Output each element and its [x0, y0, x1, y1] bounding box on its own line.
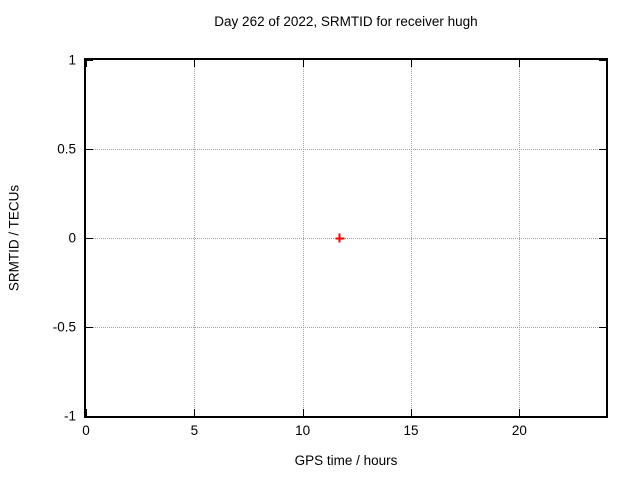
- y-gridline: [86, 238, 606, 239]
- x-tick-top: [194, 60, 196, 67]
- y-tick-right: [599, 149, 606, 150]
- x-tick-bottom: [411, 409, 412, 416]
- x-tick-bottom: [302, 409, 304, 416]
- y-tick-label: -0.5: [52, 319, 76, 335]
- x-tick-top: [519, 60, 521, 67]
- y-tick-label: 0: [68, 230, 76, 246]
- y-gridline: [86, 149, 606, 150]
- chart-title: Day 262 of 2022, SRMTID for receiver hug…: [214, 14, 478, 29]
- y-tick-label: 1: [68, 52, 76, 68]
- x-tick-top: [411, 60, 412, 67]
- data-point-marker: [335, 233, 344, 243]
- y-tick-left: [86, 327, 93, 328]
- y-axis-label: SRMTID / TECUs: [6, 184, 22, 292]
- y-tick-right: [599, 416, 606, 417]
- x-tick-label: 15: [403, 423, 419, 438]
- marker-vertical-bar: [338, 233, 341, 243]
- x-tick-bottom: [86, 409, 87, 416]
- x-tick-bottom: [519, 409, 521, 416]
- plot-area: 0 5 10 15 20 1 0.5 0 -0.5 -1: [53, 53, 608, 438]
- x-tick-top: [302, 60, 304, 67]
- x-tick-label: 10: [295, 423, 311, 438]
- x-tick-bottom: [194, 409, 196, 416]
- x-axis-label: GPS time / hours: [294, 453, 398, 468]
- y-tick-label: -1: [63, 408, 76, 424]
- x-tick-label: 5: [190, 423, 199, 438]
- y-tick-left: [86, 416, 93, 417]
- y-tick-right: [599, 238, 606, 239]
- y-tick-left: [86, 238, 93, 239]
- y-tick-left: [86, 149, 93, 150]
- y-tick-right: [599, 327, 606, 328]
- y-tick-right: [599, 60, 606, 61]
- x-tick-label: 20: [511, 423, 527, 438]
- y-gridline: [86, 327, 606, 328]
- x-tick-top: [86, 60, 87, 67]
- x-tick-label: 0: [82, 423, 90, 438]
- y-tick-left: [86, 60, 93, 61]
- y-tick-label: 0.5: [57, 141, 76, 157]
